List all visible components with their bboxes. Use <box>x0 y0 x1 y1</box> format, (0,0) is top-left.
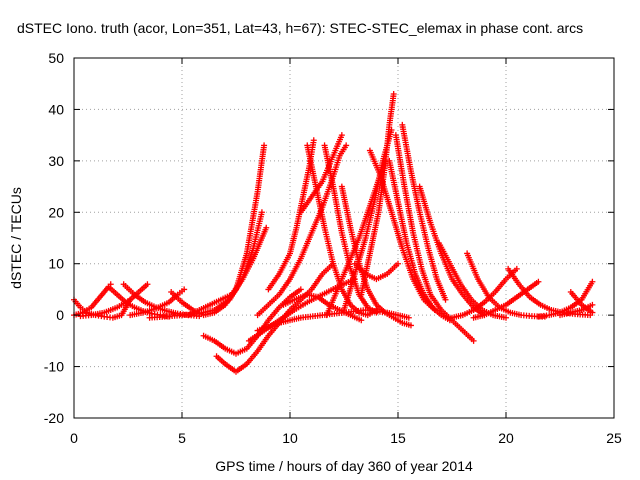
data-points <box>71 91 596 375</box>
plot-frame <box>73 57 615 419</box>
data-point <box>589 278 596 285</box>
series-arc <box>535 278 596 320</box>
data-point <box>390 91 397 97</box>
y-tick-label: 20 <box>48 204 64 220</box>
x-tick-label: 5 <box>178 430 186 446</box>
data-point <box>181 286 188 293</box>
x-axis-label: GPS time / hours of day 360 of year 2014 <box>215 458 473 474</box>
series-arc <box>213 260 337 375</box>
x-tick-label: 20 <box>498 430 514 446</box>
series-arc <box>127 286 188 319</box>
series-arc <box>185 224 270 319</box>
series-arc <box>392 132 477 344</box>
data-point <box>297 286 304 293</box>
series-arc <box>366 147 438 313</box>
series-arc <box>386 157 453 324</box>
data-point <box>358 317 365 324</box>
data-point <box>263 224 270 231</box>
series-arc <box>399 121 449 303</box>
y-tick-label: -20 <box>44 410 64 426</box>
data-point <box>442 296 449 303</box>
series-arc <box>254 142 350 319</box>
data-point <box>310 137 317 144</box>
y-tick-label: -10 <box>44 359 64 375</box>
data-point <box>405 314 412 321</box>
chart-title: dSTEC Iono. truth (acor, Lon=351, Lat=43… <box>17 20 583 36</box>
y-tick-label: 10 <box>48 256 64 272</box>
data-point <box>589 301 596 308</box>
data-point <box>258 209 265 216</box>
series-arc <box>464 250 548 320</box>
series-arc <box>567 289 596 316</box>
data-point <box>144 281 151 288</box>
data-point <box>343 142 350 149</box>
series-arc <box>265 137 317 293</box>
x-tick-label: 10 <box>282 430 298 446</box>
series-arc <box>358 91 397 298</box>
data-point <box>470 337 477 344</box>
series-arc <box>470 278 542 321</box>
series-arc <box>449 265 520 321</box>
data-point <box>535 278 542 285</box>
axis-ticks: 0 5 10 15 20 25 -20 -10 0 10 20 30 40 50 <box>44 50 622 446</box>
x-tick-label: 0 <box>70 430 78 446</box>
x-tick-label: 15 <box>390 430 406 446</box>
x-tick-label: 25 <box>606 430 622 446</box>
data-point <box>338 132 345 139</box>
data-point <box>261 142 268 149</box>
data-point <box>407 322 414 329</box>
y-tick-label: 30 <box>48 153 64 169</box>
y-tick-label: 0 <box>56 307 64 323</box>
series-arc <box>254 307 412 334</box>
data-point <box>513 265 520 272</box>
data-point <box>589 309 596 316</box>
y-tick-label: 50 <box>48 50 64 66</box>
series-arc <box>297 132 345 216</box>
data-point <box>503 314 509 321</box>
data-point <box>395 260 401 267</box>
series-arc <box>351 260 401 283</box>
y-tick-label: 40 <box>48 101 64 117</box>
y-axis-label: dSTEC / TECUs <box>8 187 24 289</box>
